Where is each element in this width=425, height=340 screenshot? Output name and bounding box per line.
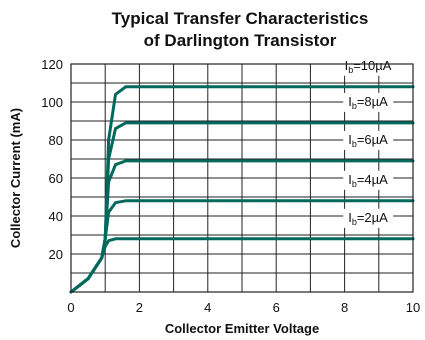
y-tick-label: 40 [49, 209, 63, 224]
series-label-rest: =2µA [357, 210, 388, 225]
y-tick-label: 60 [49, 171, 63, 186]
series-label-sub: b [352, 139, 357, 149]
series-label-main: I [345, 58, 349, 73]
series-label-2: Ib=4µA [343, 170, 394, 190]
series-label-background [343, 130, 394, 150]
series-label-5: Ib=10µA [339, 56, 397, 76]
series-lines [69, 85, 415, 294]
series-label-rest: =4µA [357, 172, 388, 187]
y-tick-label: 80 [49, 133, 63, 148]
series-label-sub: b [352, 179, 357, 189]
series-label-text: Ib=6µA [348, 132, 388, 149]
x-tick-label: 8 [341, 300, 348, 315]
series-label-rest: =6µA [357, 132, 388, 147]
x-tick-label: 2 [136, 300, 143, 315]
y-axis-title: Collector Current (mA) [8, 108, 23, 248]
series-label-background [339, 56, 397, 76]
x-tick-label: 6 [273, 300, 280, 315]
series-label-3: Ib=6µA [343, 130, 394, 150]
series-label-text: Ib=2µA [348, 210, 388, 227]
series-label-text: Ib=4µA [348, 172, 388, 189]
series-label-background [343, 170, 394, 190]
chart-title-line-2: of Darlington Transistor [144, 31, 337, 50]
chart-title-line-1: Typical Transfer Characteristics [112, 9, 369, 28]
series-label-main: I [348, 172, 352, 187]
x-tick-label: 0 [67, 300, 74, 315]
series-label-4: Ib=8µA [343, 92, 394, 112]
series-label-main: I [348, 132, 352, 147]
x-tick-label: 4 [204, 300, 211, 315]
series-label-sub: b [352, 101, 357, 111]
series-label-background [343, 92, 394, 112]
x-tick-label: 10 [406, 300, 420, 315]
series-label-text: Ib=10µA [345, 58, 392, 75]
series-label-rest: =8µA [357, 94, 388, 109]
series-label-text: Ib=8µA [348, 94, 388, 111]
x-axis-title: Collector Emitter Voltage [165, 321, 319, 336]
series-line-5 [69, 85, 415, 294]
series-label-background [343, 208, 394, 228]
y-tick-label: 100 [41, 95, 63, 110]
series-label-main: I [348, 210, 352, 225]
series-label-sub: b [348, 65, 353, 75]
y-tick-label: 20 [49, 247, 63, 262]
series-label-main: I [348, 94, 352, 109]
series-label-1: Ib=2µA [343, 208, 394, 228]
plot-frame [70, 63, 414, 293]
series-label-sub: b [352, 217, 357, 227]
tick-labels: 0 2 4 6 8 10 20 40 60 80 100 120 [41, 57, 420, 315]
series-label-rest: =10µA [353, 58, 392, 73]
y-tick-label: 120 [41, 57, 63, 72]
